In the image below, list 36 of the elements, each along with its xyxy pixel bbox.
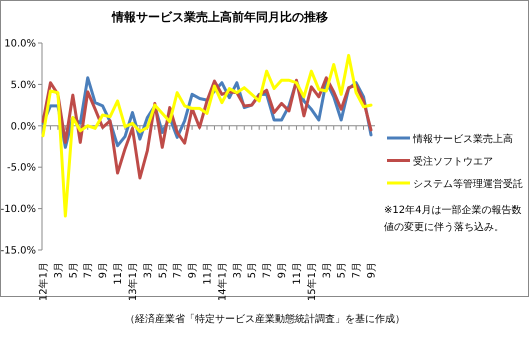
chart-title: 情報サービス業売上高前年同月比の推移 [111,10,328,24]
x-tick-label: 7月 [83,262,94,278]
x-tick-label: 14年1月 [216,262,228,302]
x-tick-label: 15年1月 [306,262,318,302]
x-tick-label: 5月 [158,262,169,278]
x-tick-label: 3月 [322,262,333,278]
x-tick-label: 7月 [352,262,363,278]
x-tick-label: 5月 [247,262,258,278]
x-tick-label: 7月 [262,262,274,278]
x-tick-label: 12年1月 [38,262,50,302]
y-tick-label: 5.0% [10,80,36,91]
x-tick-label: 9月 [277,262,288,278]
y-tick-label: -10.0% [0,204,36,216]
x-tick-label: 9月 [188,262,199,278]
legend-label: 受注ソフトウエア [413,156,493,168]
x-tick-label: 3月 [53,262,64,278]
x-tick-label: 5月 [336,262,348,278]
x-tick-label: 5月 [68,262,80,278]
legend-label: 情報サービス業売上高 [412,133,513,145]
line-series [42,54,372,218]
y-tick-label: -15.0% [0,246,36,256]
legend-label: システム等管理運営受託 [413,178,523,190]
text: （経済産業省「特定サービス産業動態統計調査」を基に作成） [124,312,406,327]
x-tick-label: 9月 [366,262,378,278]
x-tick-label: 13年1月 [126,262,139,302]
y-tick-label: 10.0% [4,38,36,50]
text: ※12年4月は一部企業の報告数値の変更に伴う落ち込み。 [384,204,522,235]
x-tick-label: 11月 [113,262,124,285]
y-tick-label: -5.0% [6,162,36,174]
y-tick-label: 0.0% [10,121,36,132]
x-tick-label: 3月 [142,262,154,278]
x-tick-label: 11月 [202,262,214,285]
x-tick-label: 3月 [232,262,244,278]
x-tick-label: 7月 [172,262,184,278]
x-tick-label: 9月 [98,262,110,278]
x-tick-label: 11月 [292,262,303,285]
